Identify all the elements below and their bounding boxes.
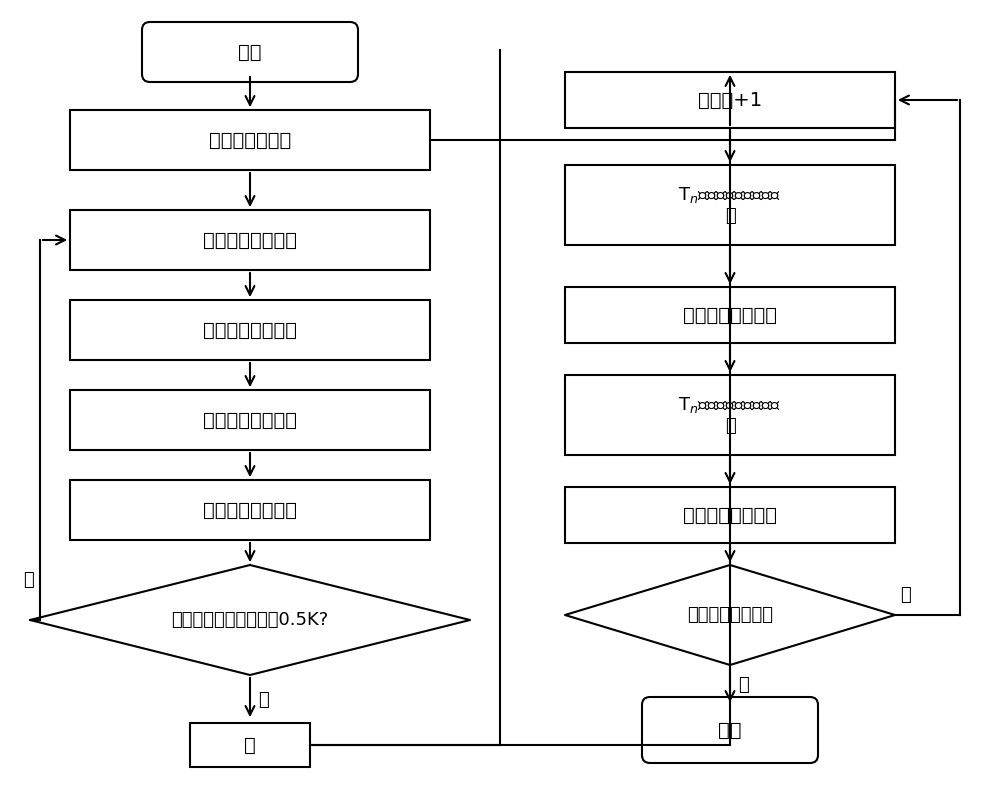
Text: 最大燃料温度变化小于0.5K?: 最大燃料温度变化小于0.5K? [171,611,329,629]
Bar [565,287,895,343]
Text: 建立全堆芯网格: 建立全堆芯网格 [209,131,291,150]
Text: T$_n$时刻瞬态中子物理计
算: T$_n$时刻瞬态中子物理计 算 [678,185,782,226]
Bar [70,480,430,540]
FancyBboxPatch shape [142,22,358,82]
Text: 时间步+1: 时间步+1 [698,91,762,109]
Text: 否: 否 [23,571,33,589]
Bar [565,72,895,128]
Bar [70,300,430,360]
Text: 中子物理程序等待: 中子物理程序等待 [203,320,297,340]
Text: 中子物理程序等待: 中子物理程序等待 [683,305,777,324]
Text: 稳态中子物理计算: 稳态中子物理计算 [203,230,297,249]
Text: 否: 否 [900,586,911,604]
Text: 达到规定时间步？: 达到规定时间步？ [687,606,773,624]
Text: 稳态热工水力计算: 稳态热工水力计算 [203,410,297,430]
Bar [70,210,430,270]
Bar [70,390,430,450]
Text: T$_n$时刻瞬态热工水力计
算: T$_n$时刻瞬态热工水力计 算 [678,395,782,435]
Bar [70,110,430,170]
Bar [565,165,895,245]
Text: 热工水力程序等待: 热工水力程序等待 [203,501,297,520]
Text: 是: 是 [244,736,256,755]
Bar [565,375,895,455]
Bar [565,487,895,543]
Text: 是: 是 [738,676,749,694]
Bar [190,723,310,767]
Text: 是: 是 [258,691,269,709]
FancyBboxPatch shape [642,697,818,763]
Text: 开始: 开始 [238,42,262,61]
Text: 热工水力程序等待: 热工水力程序等待 [683,505,777,524]
Text: 结束: 结束 [718,720,742,740]
